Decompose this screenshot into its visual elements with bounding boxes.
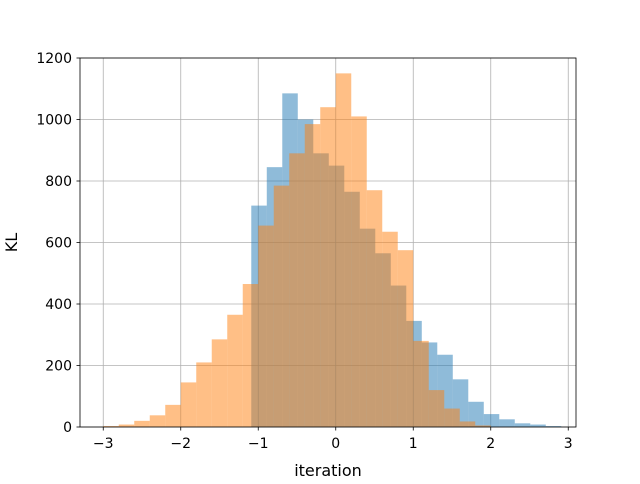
y-tick-label: 0 [63,420,72,436]
histogram-bar-series-2 [397,250,414,427]
histogram-bar-series-2 [134,420,150,427]
x-tick-label: 0 [331,436,340,452]
histogram-bar-series-2 [351,116,367,428]
x-tick-label: 3 [564,436,573,452]
histogram-bar-series-2 [273,185,290,427]
histogram-bar-series-2 [227,314,243,427]
histogram-bar-series-2 [413,340,429,427]
histogram-bar-series-2 [304,124,321,428]
histogram-bar-series-2 [258,225,274,427]
x-tick-label: 2 [486,436,495,452]
y-tick-label: 400 [45,297,72,313]
histogram-bar-series-2 [444,408,460,427]
histogram-bar-series-1 [483,414,500,427]
histogram-bar-series-2 [335,73,352,427]
bars-layer [103,73,562,428]
histogram-bar-series-2 [320,107,336,427]
y-tick-label: 800 [45,174,72,190]
ticks-layer: −3 −2 −1 0 1 2 3 0 200 400 600 800 1000 1200 [36,51,572,452]
histogram-bar-series-2 [289,153,305,427]
histogram-bar-series-2 [428,390,445,427]
histogram-bar-series-1 [545,426,562,427]
histogram-bar-series-2 [382,231,398,427]
y-tick-label: 1000 [36,113,72,129]
histogram-bar-series-2 [103,426,119,427]
histogram-bar-series-2 [211,339,228,427]
histogram-bar-series-2 [459,421,476,427]
y-tick-label: 600 [45,236,72,252]
histogram-bar-series-2 [118,424,135,427]
x-tick-label: −1 [248,436,269,452]
y-axis-label: KL [2,233,21,252]
histogram-bar-series-2 [475,425,491,427]
histogram-bar-series-2 [196,362,212,427]
histogram-bar-series-2 [180,382,197,427]
x-tick-label: −2 [170,436,191,452]
y-tick-label: 200 [45,359,72,375]
x-axis-label: iteration [294,461,362,480]
histogram-bar-series-2 [366,190,383,427]
x-tick-label: −3 [93,436,114,452]
histogram-bar-series-1 [530,424,546,427]
histogram-bar-series-1 [468,401,484,427]
y-tick-label: 1200 [36,51,72,67]
histogram-bar-series-1 [499,419,515,427]
histogram-bar-series-2 [242,284,259,427]
histogram-bar-series-1 [514,423,531,427]
x-tick-label: 1 [409,436,418,452]
histogram-bar-series-2 [149,415,166,427]
histogram-bar-series-2 [165,404,181,427]
